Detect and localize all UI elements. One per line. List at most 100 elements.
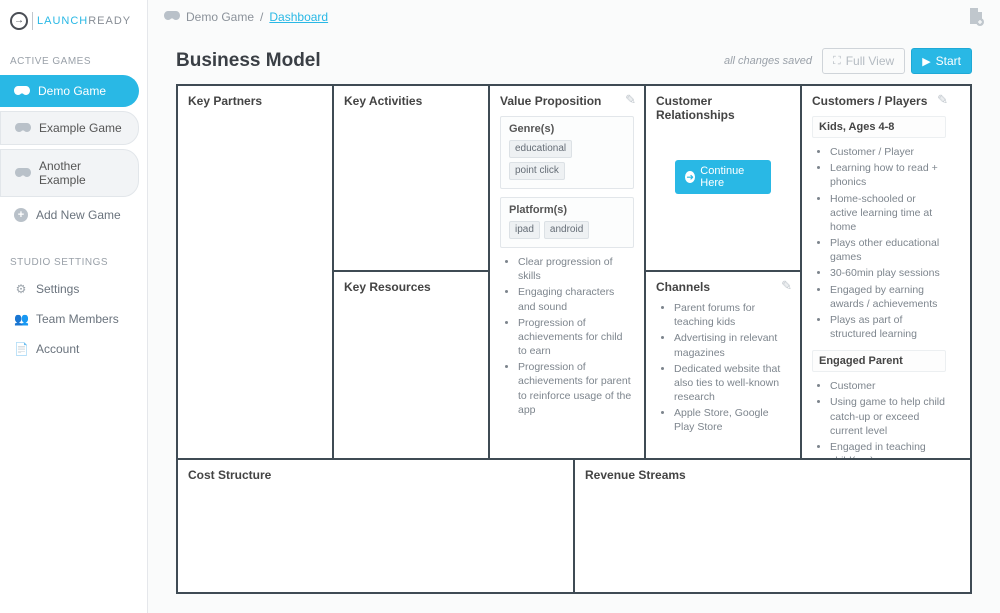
list-item: Learning how to read + phonics: [830, 160, 946, 190]
platform-tags: ipad android: [509, 221, 625, 239]
list-item: Apple Store, Google Play Store: [674, 405, 790, 435]
cell-activities-resources: Key Activities Key Resources: [334, 86, 490, 458]
breadcrumb-sep: /: [260, 10, 263, 24]
topbar: Demo Game / Dashboard: [148, 0, 1000, 34]
cell-title: Customer Relationships: [656, 94, 790, 122]
persona-kids: Kids, Ages 4-8 Customer / Player Learnin…: [812, 116, 946, 342]
account-icon: 📄: [14, 342, 28, 356]
sidebar-game-another[interactable]: Another Example: [0, 149, 139, 197]
logo-text-ready: READY: [88, 15, 131, 27]
breadcrumb-game: Demo Game: [186, 10, 254, 24]
cell-key-partners: Key Partners: [178, 86, 334, 458]
page-title: Business Model: [176, 50, 321, 72]
sidebar-game-label: Example Game: [39, 121, 122, 135]
list-item: Progression of achievements for child to…: [518, 315, 634, 360]
genre-tags: educational point click: [509, 140, 625, 180]
persona-title: Kids, Ages 4-8: [812, 116, 946, 138]
vp-bullets: Clear progression of skills Engaging cha…: [500, 254, 634, 418]
sidebar-game-demo[interactable]: Demo Game: [0, 75, 139, 107]
cell-revenue-streams: Revenue Streams: [575, 460, 970, 592]
cell-title: Key Resources: [344, 280, 478, 294]
persona-bullets: Customer / Player Learning how to read +…: [812, 144, 946, 342]
sidebar: LAUNCHREADY ACTIVE GAMES Demo Game Examp…: [0, 0, 148, 613]
persona-bullets: Customer Using game to help child catch-…: [812, 378, 946, 458]
expand-icon: ⛶: [833, 55, 841, 68]
controller-icon: [15, 167, 31, 179]
settings-label: Team Members: [36, 312, 119, 326]
tag: point click: [509, 162, 565, 180]
main: Demo Game / Dashboard Business Model all…: [148, 0, 1000, 613]
arrow-icon: ➜: [685, 171, 695, 183]
cell-key-activities: Key Activities: [334, 86, 488, 272]
tag: educational: [509, 140, 572, 158]
list-item: Customer / Player: [830, 144, 946, 160]
platform-label: Platform(s): [509, 204, 625, 216]
genre-label: Genre(s): [509, 123, 625, 135]
gear-icon: ⚙: [14, 282, 28, 296]
platform-card: Platform(s) ipad android: [500, 197, 634, 248]
pencil-icon[interactable]: ✎: [625, 92, 636, 108]
list-item: Customer: [830, 378, 946, 394]
pencil-icon[interactable]: ✎: [937, 92, 948, 108]
full-view-button[interactable]: ⛶ Full View: [822, 48, 905, 74]
cell-title: Value Proposition: [500, 94, 634, 108]
cell-channels: ✎ Channels Parent forums for teaching ki…: [646, 272, 800, 458]
cell-title: Key Partners: [188, 94, 322, 108]
channels-bullets: Parent forums for teaching kids Advertis…: [656, 300, 790, 436]
controller-icon: [164, 10, 180, 24]
page-action-icon[interactable]: [968, 8, 984, 29]
persona-parent: Engaged Parent Customer Using game to he…: [812, 350, 946, 458]
pencil-icon[interactable]: ✎: [781, 278, 792, 294]
controller-icon: [14, 85, 30, 97]
list-item: 30-60min play sessions: [830, 265, 946, 281]
list-item: Engaging characters and sound: [518, 284, 634, 314]
list-item: Parent forums for teaching kids: [674, 300, 790, 330]
list-item: Using game to help child catch-up or exc…: [830, 394, 946, 439]
cell-key-resources: Key Resources: [334, 272, 488, 458]
list-item: Progression of achievements for parent t…: [518, 359, 634, 418]
tag: ipad: [509, 221, 540, 239]
cell-title: Revenue Streams: [585, 468, 960, 482]
tag: android: [544, 221, 589, 239]
breadcrumb-dashboard[interactable]: Dashboard: [269, 10, 328, 24]
team-icon: 👥: [14, 312, 28, 326]
sidebar-game-label: Demo Game: [38, 84, 106, 98]
cell-relationships-channels: Customer Relationships ➜ Continue Here ✎…: [646, 86, 802, 458]
sidebar-team-members[interactable]: 👥 Team Members: [0, 304, 147, 334]
list-item: Advertising in relevant magazines: [674, 330, 790, 360]
sidebar-game-example[interactable]: Example Game: [0, 111, 139, 145]
full-view-label: Full View: [846, 54, 894, 68]
add-new-game[interactable]: + Add New Game: [0, 199, 147, 231]
list-item: Engaged by earning awards / achievements: [830, 282, 946, 312]
add-new-game-label: Add New Game: [36, 208, 121, 222]
cell-title: Key Activities: [344, 94, 478, 108]
list-item: Clear progression of skills: [518, 254, 634, 284]
list-item: Plays other educational games: [830, 235, 946, 265]
start-label: Start: [936, 54, 961, 68]
list-item: Dedicated website that also ties to well…: [674, 361, 790, 406]
sidebar-account[interactable]: 📄 Account: [0, 334, 147, 364]
save-status: all changes saved: [724, 55, 812, 67]
settings-label: Settings: [36, 282, 79, 296]
cell-title: Cost Structure: [188, 468, 563, 482]
list-item: Home-schooled or active learning time at…: [830, 191, 946, 236]
cell-customer-relationships: Customer Relationships ➜ Continue Here: [646, 86, 800, 272]
continue-label: Continue Here: [700, 165, 761, 189]
cell-cost-structure: Cost Structure: [178, 460, 575, 592]
settings-label: Account: [36, 342, 79, 356]
cell-customers-players: ✎ Customers / Players Kids, Ages 4-8 Cus…: [802, 86, 956, 458]
plus-icon: +: [14, 208, 28, 222]
list-item: Engaged in teaching child(ren): [830, 439, 946, 458]
logo-text-launch: LAUNCH: [37, 15, 88, 27]
section-studio-settings: STUDIO SETTINGS: [0, 247, 147, 274]
sidebar-settings[interactable]: ⚙ Settings: [0, 274, 147, 304]
cell-title: Customers / Players: [812, 94, 946, 108]
section-active-games: ACTIVE GAMES: [0, 46, 147, 73]
start-button[interactable]: ▶ Start: [911, 48, 972, 74]
page-header: Business Model all changes saved ⛶ Full …: [148, 34, 1000, 84]
list-item: Plays as part of structured learning: [830, 312, 946, 342]
sidebar-game-label: Another Example: [39, 159, 128, 187]
controller-icon: [15, 122, 31, 134]
continue-here-button[interactable]: ➜ Continue Here: [675, 160, 771, 194]
logo-mark-icon: [10, 12, 28, 30]
